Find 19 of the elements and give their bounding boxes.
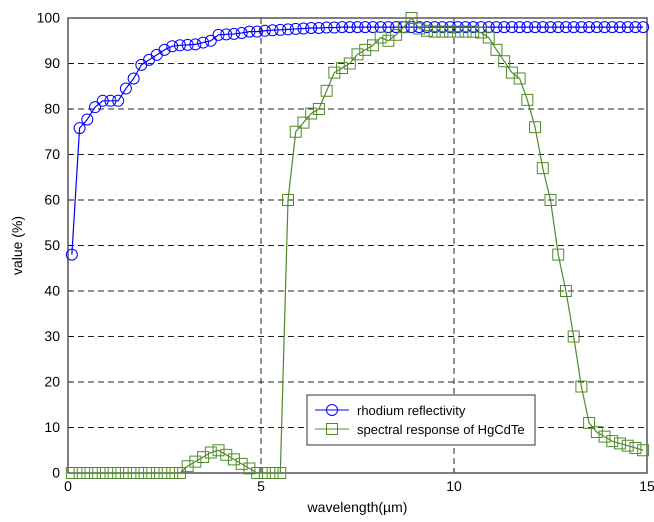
y-tick-label: 10 (44, 418, 60, 435)
y-tick-label: 80 (44, 100, 60, 116)
y-tick-label: 0 (52, 464, 60, 480)
x-axis-title: wavelength(µm) (306, 499, 408, 515)
y-tick-label: 30 (44, 328, 60, 344)
y-tick-label: 50 (44, 236, 60, 253)
y-tick-label: 40 (44, 282, 60, 298)
legend-label: spectral response of HgCdTe (357, 422, 525, 437)
y-tick-label: 70 (44, 146, 60, 162)
legend-label: rhodium reflectivity (357, 403, 466, 418)
x-tick-label: 5 (257, 478, 266, 494)
x-tick-label: 15 (639, 478, 654, 494)
y-axis-title: value (%) (9, 216, 25, 276)
y-tick-label: 90 (44, 54, 60, 71)
y-tick-label: 20 (44, 373, 60, 390)
y-tick-label: 60 (44, 191, 60, 208)
x-tick-label: 0 (64, 478, 72, 494)
y-tick-label: 100 (36, 9, 60, 26)
x-tick-label: 10 (446, 478, 462, 494)
